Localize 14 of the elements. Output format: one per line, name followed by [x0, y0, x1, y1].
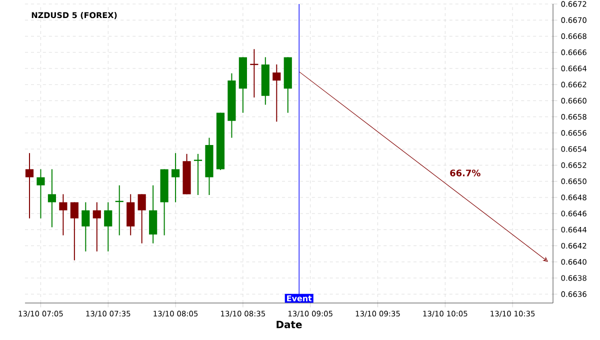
candlestick — [70, 202, 78, 261]
candlestick — [92, 202, 101, 252]
x-axis-title: Date — [276, 320, 302, 328]
annotation: 66.7% — [450, 170, 480, 176]
candlestick — [48, 168, 56, 228]
candlestick — [36, 168, 45, 219]
candlestick — [25, 152, 34, 219]
candlestick — [59, 194, 68, 236]
candlestick — [138, 194, 146, 244]
candlestick — [82, 202, 90, 252]
candlestick — [193, 153, 203, 196]
candlestick — [171, 152, 180, 203]
candlestick — [272, 64, 281, 122]
candlestick — [104, 202, 112, 252]
